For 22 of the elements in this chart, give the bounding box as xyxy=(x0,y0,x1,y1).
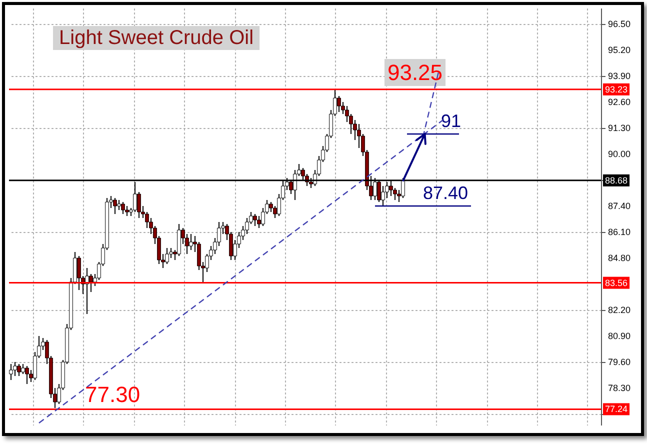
annotation: 77.30 xyxy=(85,382,140,407)
y-tick-label: 79.60 xyxy=(608,357,631,367)
ref-line-label: 93.23 xyxy=(605,84,628,94)
y-tick-label: 95.20 xyxy=(608,45,631,55)
y-tick-label: 84.80 xyxy=(608,253,631,263)
annotation: 93.25 xyxy=(387,60,443,85)
y-tick-label: 86.10 xyxy=(608,227,631,237)
y-tick-label: 90.00 xyxy=(608,149,631,159)
y-tick-label: 80.90 xyxy=(608,331,631,341)
y-tick-label: 82.20 xyxy=(608,305,631,315)
ref-line-label: 88.68 xyxy=(605,175,628,186)
y-tick-label: 92.60 xyxy=(608,97,631,107)
ref-line-label: 77.24 xyxy=(605,404,628,414)
annotation: 91 xyxy=(441,111,462,131)
y-tick-label: 87.40 xyxy=(608,201,631,211)
text: Light Sweet Crude Oil xyxy=(59,27,254,49)
y-tick-label: 91.30 xyxy=(608,123,631,133)
y-tick-label: 96.50 xyxy=(608,19,631,29)
annotation: 87.40 xyxy=(423,183,468,203)
y-tick-label: 78.30 xyxy=(608,383,631,393)
ref-line-label: 83.56 xyxy=(605,278,628,288)
y-tick-label: 93.90 xyxy=(608,71,631,81)
